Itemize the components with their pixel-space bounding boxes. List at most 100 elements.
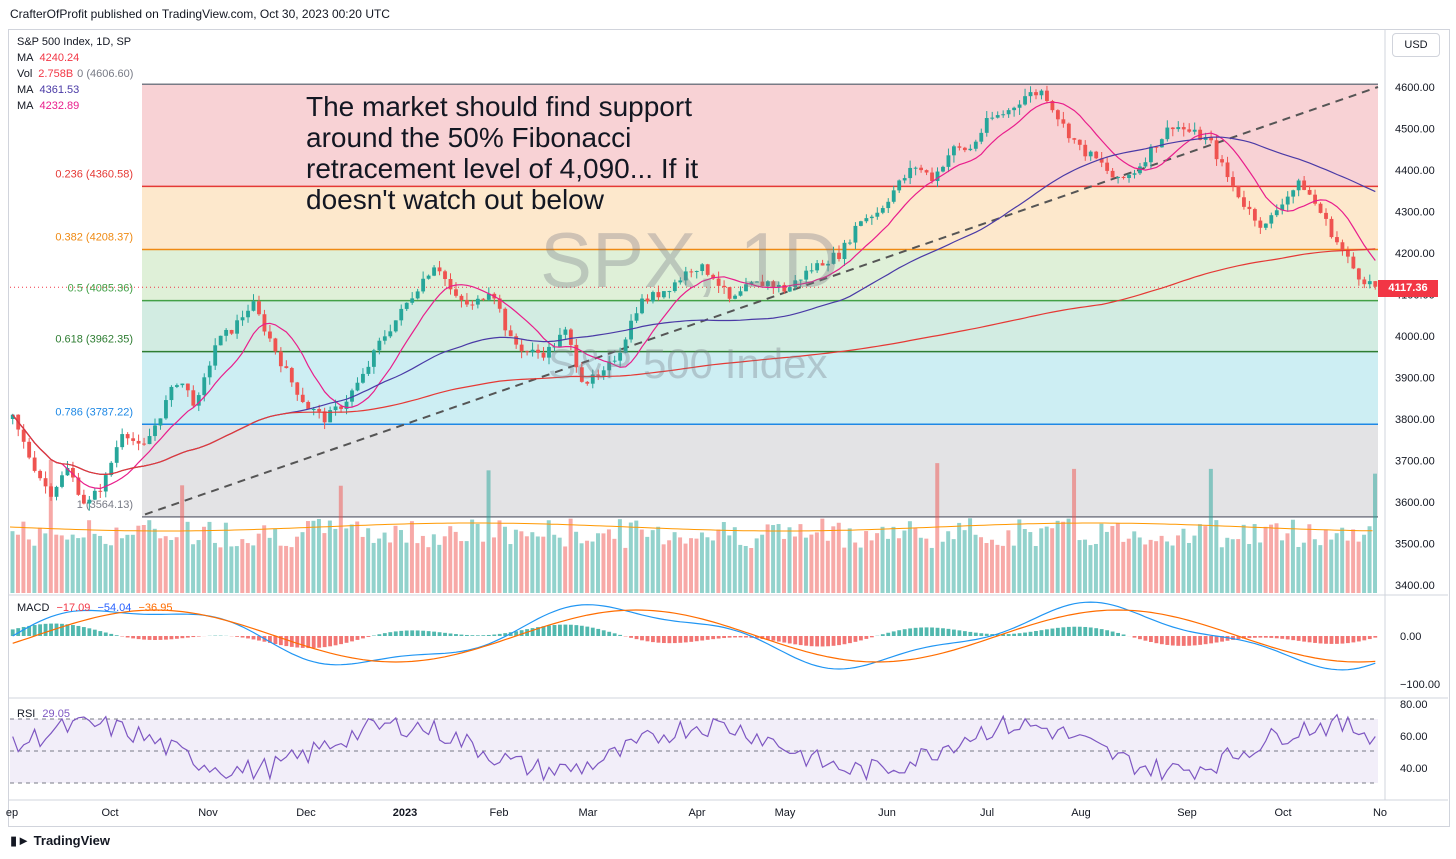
macd-hist-bar: [1340, 636, 1345, 644]
volume-bar: [481, 541, 486, 593]
macd-tick-1: −100.00: [1400, 679, 1440, 691]
candle-body: [902, 178, 907, 181]
macd-hist-bar: [174, 636, 179, 639]
candle-body: [1017, 104, 1022, 108]
volume-bar: [1258, 542, 1263, 593]
volume-bar: [716, 529, 721, 593]
volume-bar: [918, 537, 923, 593]
macd-hist-bar: [935, 627, 940, 636]
candle-body: [738, 291, 743, 296]
y-tick-4: 4200.00: [1395, 248, 1435, 260]
macd-hist-bar: [1001, 634, 1006, 636]
legend-ma1: MA 4240.24: [17, 52, 80, 64]
macd-hist-bar: [667, 636, 672, 644]
volume-bar: [453, 531, 458, 593]
y-tick-2: 4400.00: [1395, 165, 1435, 177]
candle-body: [1061, 119, 1066, 124]
annotation-text[interactable]: The market should find support around th…: [306, 91, 699, 215]
volume-bar: [1099, 523, 1104, 593]
macd-hist-bar: [65, 624, 70, 636]
macd-hist-bar: [864, 636, 869, 639]
candle-body: [853, 225, 858, 243]
candle-body: [700, 264, 705, 272]
rsi-tick-1: 60.00: [1400, 731, 1428, 743]
volume-bar: [393, 525, 398, 593]
candle-body: [289, 368, 294, 383]
volume-bar: [464, 541, 469, 593]
volume-bar: [1132, 531, 1137, 593]
candle-body: [826, 263, 830, 266]
macd-hist-bar: [514, 631, 519, 636]
volume-bar: [1241, 524, 1246, 593]
volume-bar: [223, 522, 228, 593]
volume-bar: [1236, 539, 1241, 593]
candle-body: [968, 148, 973, 151]
volume-bar: [316, 518, 321, 593]
currency-button[interactable]: USD: [1392, 33, 1440, 57]
macd-hist-bar: [54, 623, 59, 636]
volume-bar: [196, 540, 201, 593]
candle-body: [1274, 210, 1279, 216]
volume-bar: [344, 528, 349, 593]
tradingview-logo[interactable]: ▮► TradingView: [10, 833, 110, 848]
candle-body: [361, 373, 365, 383]
macd-hist-bar: [1159, 636, 1164, 645]
macd-hist-bar: [1066, 626, 1071, 636]
candle-body: [716, 278, 721, 286]
macd-hist-bar: [1023, 632, 1027, 636]
macd-hist-bar: [38, 624, 43, 636]
volume-bar: [984, 543, 989, 593]
candle-body: [49, 486, 53, 497]
volume-bar: [1362, 534, 1367, 593]
x-tick-11: Aug: [1071, 807, 1091, 819]
macd-hist-bar: [738, 636, 743, 638]
macd-hist-bar: [87, 628, 92, 636]
candle-body: [765, 281, 770, 287]
candle-body: [1313, 194, 1317, 204]
macd-hist-bar: [1017, 633, 1022, 636]
candle-body: [464, 300, 469, 305]
volume-bar: [973, 534, 978, 593]
candle-body: [579, 367, 584, 382]
macd-hist-bar: [1367, 636, 1372, 640]
volume-bar: [300, 532, 305, 593]
candle-body: [235, 320, 240, 334]
candle-body: [224, 329, 229, 336]
y-tick-8: 3800.00: [1395, 414, 1435, 426]
macd-hist-bar: [1061, 627, 1066, 636]
candle-body: [815, 263, 820, 271]
volume-bar: [1301, 542, 1306, 593]
candle-body: [820, 263, 825, 266]
macd-hist-bar: [1132, 636, 1137, 638]
volume-bar: [437, 544, 442, 593]
candle-body: [601, 370, 606, 376]
x-tick-12: Sep: [1177, 807, 1197, 819]
macd-hist-bar: [454, 634, 458, 636]
candle-body: [1154, 146, 1159, 148]
macd-hist-bar: [158, 636, 163, 640]
volume-bar: [814, 532, 819, 593]
candle-body: [1335, 237, 1339, 243]
macd-hist-bar: [858, 636, 863, 641]
volume-bar: [278, 545, 283, 593]
volume-bar: [689, 538, 693, 593]
macd-hist-bar: [1324, 636, 1328, 644]
volume-bar: [749, 547, 754, 593]
candle-body: [952, 146, 956, 156]
macd-hist-bar: [164, 636, 168, 640]
volume-bar: [672, 532, 677, 593]
macd-hist-bar: [1088, 627, 1093, 636]
macd-hist-bar: [1039, 630, 1044, 636]
volume-bar: [864, 531, 869, 593]
macd-hist-bar: [815, 636, 820, 647]
macd-hist-bar: [683, 636, 688, 643]
candle-body: [158, 418, 163, 426]
macd-hist-bar: [689, 636, 694, 642]
volume-bar: [1334, 533, 1339, 593]
volume-bar: [1110, 526, 1115, 593]
candle-body: [678, 280, 683, 283]
candle-body: [454, 289, 458, 296]
macd-hist-bar: [908, 628, 913, 636]
candle-body: [470, 304, 475, 306]
